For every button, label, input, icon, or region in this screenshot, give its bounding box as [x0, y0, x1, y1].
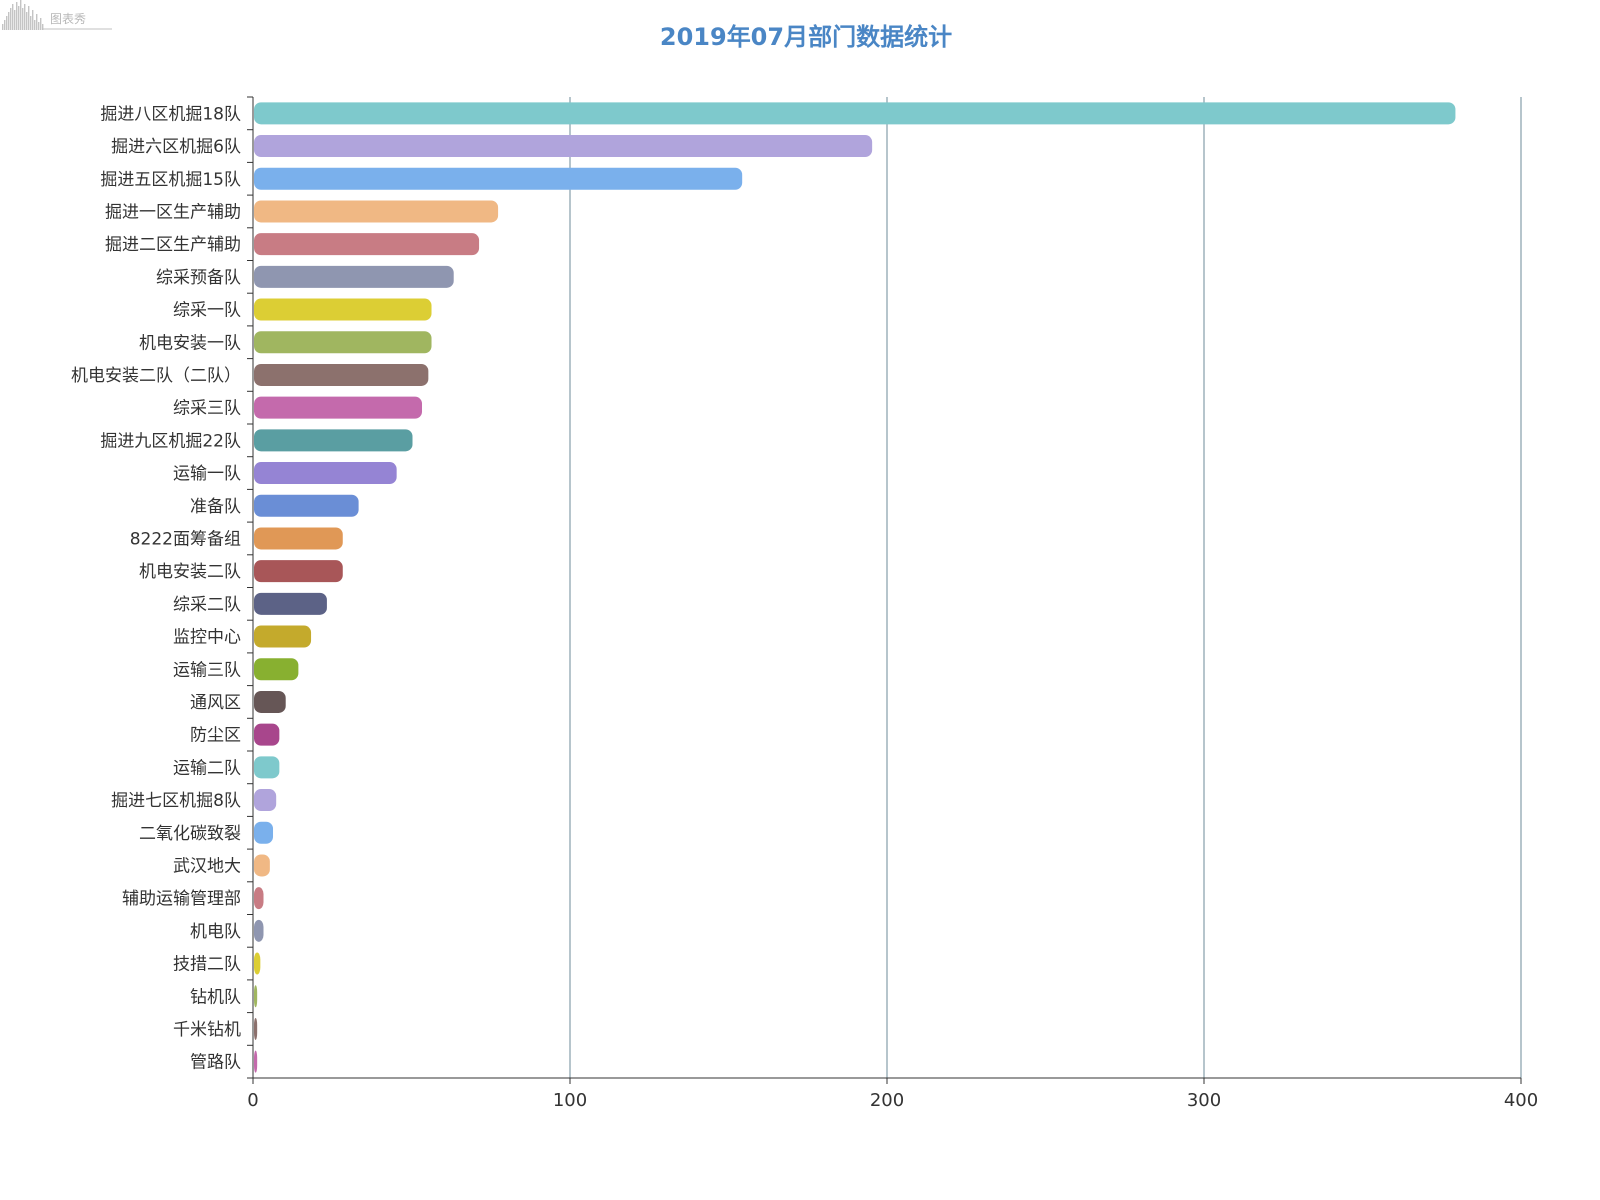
category-label: 千米钻机	[173, 1020, 241, 1040]
logo-waveform-icon	[2, 0, 44, 30]
logo-bar	[36, 14, 38, 30]
bar	[254, 462, 397, 485]
logo-bar	[34, 20, 36, 30]
category-label: 掘进八区机掘18队	[100, 104, 241, 124]
bar	[254, 135, 873, 158]
category-label: 机电队	[190, 922, 241, 942]
category-label: 掘进六区机掘6队	[111, 137, 241, 157]
watermark-text: 图表秀	[50, 12, 86, 26]
category-label: 管路队	[190, 1053, 241, 1073]
bar	[254, 527, 343, 550]
category-label: 监控中心	[173, 628, 241, 648]
bar	[254, 298, 432, 321]
x-tick-labels: 0 100 200 300 400	[247, 1090, 1538, 1111]
bar	[254, 723, 280, 746]
category-label: 通风区	[190, 693, 241, 713]
category-label: 运输三队	[173, 660, 241, 680]
x-tick-label: 0	[247, 1090, 258, 1111]
bar	[254, 658, 299, 681]
logo-bar	[32, 10, 34, 30]
bar	[254, 494, 359, 517]
logo-bar	[24, 4, 26, 30]
x-tick-label: 400	[1504, 1090, 1538, 1111]
logo-bar	[28, 6, 30, 30]
category-label: 机电安装二队	[139, 562, 241, 582]
logo-bar	[10, 8, 12, 30]
category-label: 机电安装一队	[139, 333, 241, 353]
category-label: 防尘区	[190, 726, 241, 746]
logo-bar	[42, 24, 44, 30]
bar	[254, 887, 264, 910]
bar	[254, 1050, 258, 1073]
category-label: 技措二队	[173, 955, 241, 975]
category-label: 掘进一区生产辅助	[105, 202, 241, 222]
bar	[254, 789, 277, 812]
logo-bar	[22, 8, 24, 30]
category-label: 机电安装二队（二队）	[71, 366, 241, 386]
bar	[254, 919, 264, 942]
bar	[254, 167, 743, 190]
category-label: 掘进五区机掘15队	[100, 170, 241, 190]
category-label: 运输一队	[173, 464, 241, 484]
category-label: 准备队	[190, 497, 241, 517]
bar	[254, 592, 327, 615]
bar	[254, 854, 270, 877]
logo-bar	[20, 0, 22, 30]
bar	[254, 429, 413, 452]
logo-bar	[38, 22, 40, 30]
category-label: 综采一队	[173, 301, 241, 321]
bar	[254, 331, 432, 354]
logo-bar	[16, 2, 18, 30]
logo-bar	[14, 10, 16, 30]
bar	[254, 560, 343, 583]
x-tick-label: 200	[870, 1090, 904, 1111]
category-label: 8222面筹备组	[130, 529, 241, 549]
bar	[254, 363, 429, 386]
category-label: 综采三队	[173, 399, 241, 419]
bars	[254, 102, 1456, 1073]
bar	[254, 821, 274, 844]
category-label: 二氧化碳致裂	[139, 824, 241, 844]
logo-bar	[8, 12, 10, 30]
category-label: 钻机队	[190, 987, 241, 1007]
bar	[254, 233, 480, 256]
category-label: 掘进二区生产辅助	[105, 235, 241, 255]
axes	[247, 96, 1522, 1084]
watermark-logo: 图表秀	[2, 0, 112, 30]
logo-bar	[26, 12, 28, 30]
chart-title: 2019年07月部门数据统计	[660, 23, 952, 51]
bar	[254, 690, 286, 713]
bar	[254, 200, 499, 223]
bar	[254, 102, 1456, 125]
bar	[254, 985, 258, 1008]
category-label: 武汉地大	[173, 856, 241, 876]
logo-bar	[6, 16, 8, 30]
logo-bar	[30, 16, 32, 30]
bar	[254, 756, 280, 779]
category-label: 运输二队	[173, 758, 241, 778]
x-tick-label: 300	[1187, 1090, 1221, 1111]
category-label: 辅助运输管理部	[122, 889, 241, 909]
bar	[254, 1017, 258, 1040]
bar	[254, 265, 454, 288]
logo-bar	[4, 20, 6, 30]
logo-bar	[2, 24, 4, 30]
x-tick-label: 100	[553, 1090, 587, 1111]
logo-bar	[18, 6, 20, 30]
category-label: 掘进九区机掘22队	[100, 431, 241, 451]
category-label: 掘进七区机掘8队	[111, 791, 241, 811]
category-label: 综采预备队	[156, 268, 241, 288]
gridlines	[569, 97, 1522, 1078]
bar	[254, 625, 312, 648]
logo-bar	[12, 4, 14, 30]
category-labels: 掘进八区机掘18队掘进六区机掘6队掘进五区机掘15队掘进一区生产辅助掘进二区生产…	[71, 104, 241, 1072]
bar	[254, 396, 423, 419]
category-label: 综采二队	[173, 595, 241, 615]
logo-bar	[40, 18, 42, 30]
bar	[254, 952, 261, 975]
